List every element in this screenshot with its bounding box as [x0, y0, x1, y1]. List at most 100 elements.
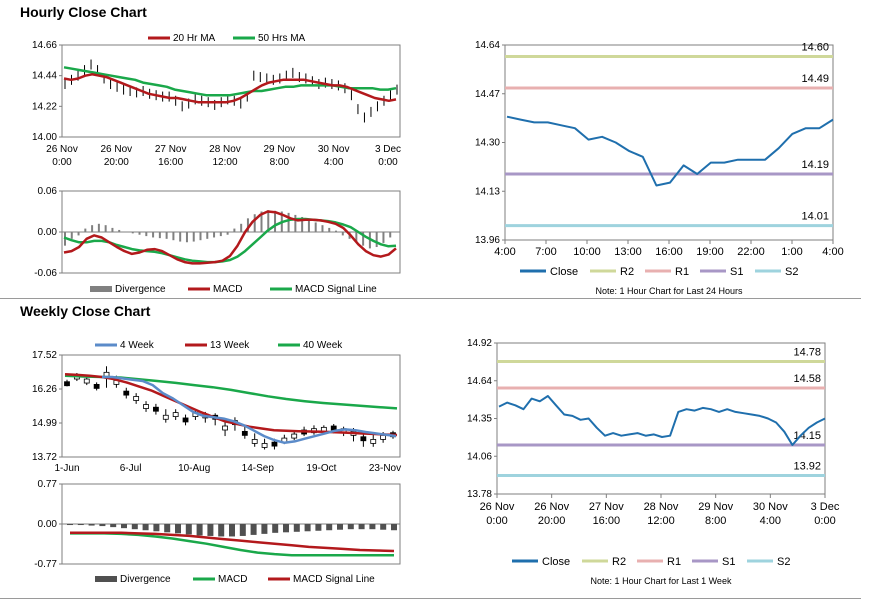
weekly-divergence-bar	[229, 524, 235, 537]
weekly-candle-body	[241, 430, 248, 436]
hourly-price-frame	[61, 44, 401, 138]
weekly-levels-level-label: 14.78	[793, 347, 821, 359]
weekly-levels-legend-label: R1	[667, 556, 681, 568]
weekly-candle-body	[251, 439, 258, 444]
hourly-levels-x-label: 22:00	[737, 246, 765, 258]
weekly-divergence-bar	[185, 524, 192, 535]
weekly-candle-body	[261, 443, 268, 448]
weekly-candle-body	[291, 433, 298, 439]
weekly-price-y-label: 17.52	[32, 350, 57, 361]
hourly-price-x-label: 30 Nov	[318, 144, 350, 155]
legend-50hr-ma-label: 50 Hrs MA	[258, 33, 306, 44]
weekly-divergence-bar	[110, 524, 117, 528]
weekly-candle-body	[360, 436, 367, 442]
hourly-price-y-label: 14.22	[32, 101, 57, 112]
weekly-candle-body	[271, 441, 278, 447]
hourly-levels-note: Note: 1 Hour Chart for Last 24 Hours	[595, 286, 743, 296]
weekly-price-x-label: 19-Oct	[306, 463, 336, 474]
weekly-levels-x-label: 26 Nov	[480, 501, 515, 513]
hourly-levels-y-label: 14.64	[475, 40, 500, 51]
weekly-levels-legend-label: R2	[612, 556, 626, 568]
hourly-levels-legend-label: Close	[550, 266, 578, 278]
weekly-price-y-label: 16.26	[32, 384, 57, 395]
hourly-levels-close-line	[506, 115, 834, 187]
hourly-price-x-label: 28 Nov	[209, 144, 241, 155]
legend-40-week-label: 40 Week	[303, 340, 343, 351]
hourly-macd-y-label: 0.06	[38, 186, 58, 197]
weekly-divergence-bar	[99, 524, 106, 527]
hourly-levels-y-label: 14.47	[475, 89, 500, 100]
hourly-price-x-label: 27 Nov	[155, 144, 187, 155]
weekly-candle-body	[153, 406, 159, 412]
hourly-macd-y-label: 0.00	[38, 227, 58, 238]
hourly-levels-x-label: 16:00	[655, 246, 683, 258]
weekly-levels-x-label: 8:00	[705, 515, 726, 527]
weekly-candle-body	[123, 390, 130, 396]
hourly-price-x-label: 0:00	[378, 157, 398, 168]
legend-4-week-label: 4 Week	[120, 340, 155, 351]
weekly-divergence-bar	[77, 524, 84, 526]
weekly-levels-level-label: 13.92	[793, 460, 821, 472]
legend-20hr-ma-label: 20 Hr MA	[173, 33, 216, 44]
weekly-divergence-bar	[218, 524, 225, 537]
legend-weekly-signal-label: MACD Signal Line	[293, 574, 375, 585]
hourly-levels-x-label: 4:00	[822, 246, 843, 258]
hourly-macd-line	[63, 210, 397, 265]
hourly-levels-level-label: 14.60	[801, 41, 829, 53]
weekly-levels-x-label: 26 Nov	[534, 501, 569, 513]
hourly-price-x-label: 26 Nov	[46, 144, 78, 155]
weekly-divergence-bar	[164, 524, 171, 533]
weekly-divergence-bar	[293, 524, 300, 532]
weekly-divergence-bar	[272, 524, 279, 533]
hourly-price-x-label: 8:00	[270, 157, 290, 168]
hourly-levels-level-label: 14.49	[801, 73, 829, 85]
hourly-levels-y-label: 14.30	[475, 138, 500, 149]
hourly-price-y-label: 14.44	[32, 71, 57, 82]
weekly-price-x-label: 14-Sep	[242, 463, 275, 474]
weekly-levels-legend-label: S1	[722, 556, 735, 568]
weekly-macd-y-label: 0.00	[38, 519, 58, 530]
weekly-levels-x-label: 29 Nov	[698, 501, 733, 513]
hourly-levels-x-label: 13:00	[614, 246, 642, 258]
weekly-divergence-bar	[67, 524, 73, 526]
weekly-price-x-label: 1-Jun	[54, 463, 79, 474]
legend-hourly-divergence-label: Divergence	[115, 284, 166, 295]
weekly-divergence-bar	[358, 524, 365, 530]
weekly-candle-body	[172, 412, 179, 417]
weekly-divergence-bar	[88, 524, 95, 526]
weekly-macd-line	[70, 532, 394, 557]
weekly-levels-frame	[496, 342, 826, 495]
weekly-section-title: Weekly Close Chart	[20, 303, 151, 319]
weekly-candle-body	[103, 371, 110, 377]
hourly-levels-level-label: 14.01	[801, 211, 829, 223]
weekly-levels-y-label: 14.64	[467, 376, 492, 387]
weekly-macd-y-label: 0.77	[38, 479, 58, 490]
weekly-divergence-bar	[347, 524, 354, 530]
weekly-divergence-bar	[304, 524, 311, 532]
weekly-levels-close-line	[498, 395, 826, 446]
ma20-line	[63, 73, 397, 104]
hourly-levels-x-label: 7:00	[535, 246, 556, 258]
weekly-price-frame	[61, 354, 401, 458]
weekly-candle-body	[370, 439, 377, 444]
weekly-levels-x-label: 0:00	[486, 515, 507, 527]
hourly-price-x-label: 26 Nov	[100, 144, 132, 155]
weekly-candle-body	[143, 404, 149, 409]
hourly-price-x-label: 0:00	[52, 157, 72, 168]
weekly-divergence-bar	[207, 524, 214, 536]
weekly-divergence-bar	[261, 524, 268, 534]
hourly-levels-x-label: 10:00	[573, 246, 601, 258]
weekly-divergence-bar	[175, 524, 181, 534]
hourly-levels-x-label: 1:00	[781, 246, 802, 258]
legend-weekly-macd-label: MACD	[218, 574, 247, 585]
weekly-levels-y-label: 14.92	[467, 338, 492, 349]
hourly-levels-legend-label: R2	[620, 266, 634, 278]
legend-hourly-signal-label: MACD Signal Line	[295, 284, 377, 295]
weekly-signal-line	[70, 531, 395, 553]
hourly-levels-level-label: 14.19	[801, 159, 829, 171]
hourly-price-x-label: 20:00	[104, 157, 129, 168]
hourly-price-y-label: 14.00	[32, 132, 57, 143]
weekly-divergence-bar	[250, 524, 257, 535]
weekly-levels-x-label: 0:00	[814, 515, 835, 527]
